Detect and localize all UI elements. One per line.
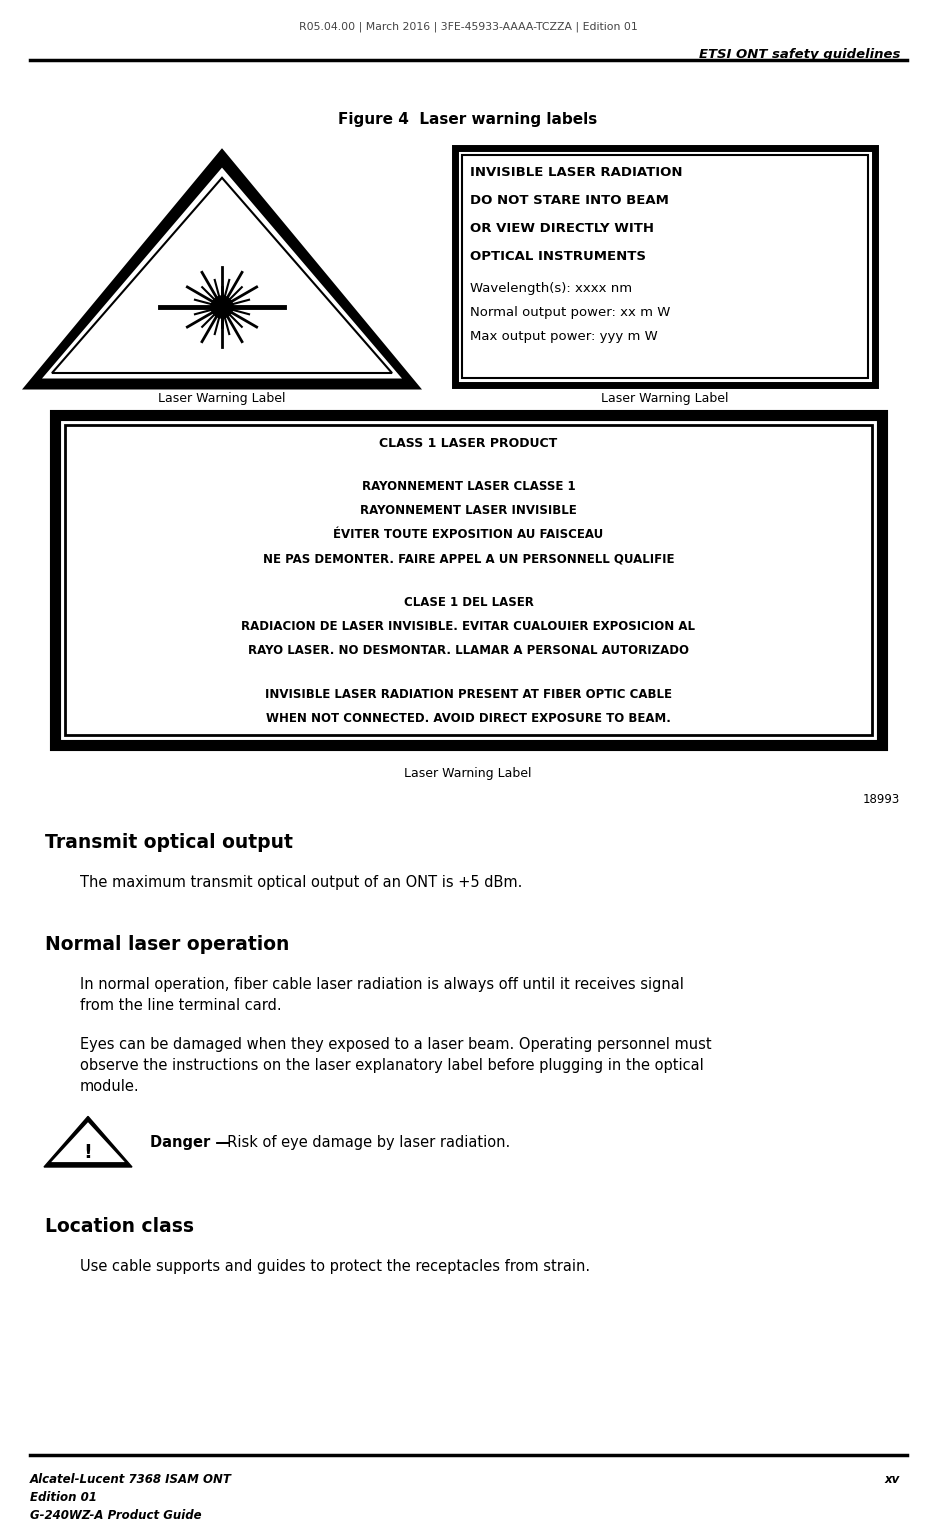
Text: Max output power: yyy m W: Max output power: yyy m W — [470, 330, 657, 344]
Text: Figure 4  Laser warning labels: Figure 4 Laser warning labels — [338, 112, 597, 128]
Text: Wavelength(s): xxxx nm: Wavelength(s): xxxx nm — [470, 283, 632, 295]
Text: RAYONNEMENT LASER CLASSE 1: RAYONNEMENT LASER CLASSE 1 — [361, 480, 575, 492]
FancyBboxPatch shape — [65, 426, 871, 736]
Text: ÉVITER TOUTE EXPOSITION AU FAISCEAU: ÉVITER TOUTE EXPOSITION AU FAISCEAU — [333, 527, 603, 541]
Text: xv: xv — [884, 1473, 899, 1487]
Text: Normal laser operation: Normal laser operation — [45, 935, 289, 955]
Polygon shape — [22, 149, 421, 389]
Text: Risk of eye damage by laser radiation.: Risk of eye damage by laser radiation. — [218, 1135, 510, 1151]
FancyBboxPatch shape — [461, 155, 867, 378]
Polygon shape — [44, 1116, 132, 1167]
Text: CLASE 1 DEL LASER: CLASE 1 DEL LASER — [403, 596, 533, 610]
Text: DO NOT STARE INTO BEAM: DO NOT STARE INTO BEAM — [470, 195, 668, 207]
Text: Laser Warning Label: Laser Warning Label — [601, 392, 728, 404]
Text: Normal output power: xx m W: Normal output power: xx m W — [470, 306, 669, 319]
Text: Use cable supports and guides to protect the receptacles from strain.: Use cable supports and guides to protect… — [80, 1259, 590, 1274]
FancyBboxPatch shape — [55, 415, 881, 745]
Text: 18993: 18993 — [862, 793, 899, 806]
Text: module.: module. — [80, 1079, 139, 1094]
Text: RADIACION DE LASER INVISIBLE. EVITAR CUALOUIER EXPOSICION AL: RADIACION DE LASER INVISIBLE. EVITAR CUA… — [241, 620, 695, 632]
Text: ETSI ONT safety guidelines: ETSI ONT safety guidelines — [698, 49, 899, 61]
Text: R05.04.00 | March 2016 | 3FE-45933-AAAA-TCZZA | Edition 01: R05.04.00 | March 2016 | 3FE-45933-AAAA-… — [299, 21, 636, 32]
Text: Laser Warning Label: Laser Warning Label — [158, 392, 285, 404]
Polygon shape — [51, 1122, 124, 1163]
Text: WHEN NOT CONNECTED. AVOID DIRECT EXPOSURE TO BEAM.: WHEN NOT CONNECTED. AVOID DIRECT EXPOSUR… — [266, 711, 670, 725]
Text: INVISIBLE LASER RADIATION PRESENT AT FIBER OPTIC CABLE: INVISIBLE LASER RADIATION PRESENT AT FIB… — [265, 689, 671, 701]
Text: Danger —: Danger — — [150, 1135, 229, 1151]
Text: Eyes can be damaged when they exposed to a laser beam. Operating personnel must: Eyes can be damaged when they exposed to… — [80, 1037, 710, 1052]
Text: Edition 01: Edition 01 — [30, 1491, 96, 1503]
Text: RAYO LASER. NO DESMONTAR. LLAMAR A PERSONAL AUTORIZADO: RAYO LASER. NO DESMONTAR. LLAMAR A PERSO… — [248, 644, 688, 657]
Text: Alcatel-Lucent 7368 ISAM ONT: Alcatel-Lucent 7368 ISAM ONT — [30, 1473, 231, 1487]
Text: from the line terminal card.: from the line terminal card. — [80, 999, 282, 1012]
FancyBboxPatch shape — [455, 147, 874, 385]
Text: OR VIEW DIRECTLY WITH: OR VIEW DIRECTLY WITH — [470, 222, 653, 236]
Text: The maximum transmit optical output of an ONT is +5 dBm.: The maximum transmit optical output of a… — [80, 876, 521, 891]
Text: !: ! — [83, 1143, 93, 1163]
Polygon shape — [42, 167, 402, 378]
Text: NE PAS DEMONTER. FAIRE APPEL A UN PERSONNELL QUALIFIE: NE PAS DEMONTER. FAIRE APPEL A UN PERSON… — [262, 552, 674, 565]
Text: G-240WZ-A Product Guide: G-240WZ-A Product Guide — [30, 1509, 201, 1520]
Text: RAYONNEMENT LASER INVISIBLE: RAYONNEMENT LASER INVISIBLE — [359, 505, 577, 517]
Text: CLASS 1 LASER PRODUCT: CLASS 1 LASER PRODUCT — [379, 438, 557, 450]
Text: Location class: Location class — [45, 1218, 194, 1236]
Circle shape — [211, 296, 233, 318]
Text: observe the instructions on the laser explanatory label before plugging in the o: observe the instructions on the laser ex… — [80, 1058, 703, 1073]
Text: In normal operation, fiber cable laser radiation is always off until it receives: In normal operation, fiber cable laser r… — [80, 977, 683, 993]
Text: Laser Warning Label: Laser Warning Label — [403, 768, 532, 780]
Text: INVISIBLE LASER RADIATION: INVISIBLE LASER RADIATION — [470, 166, 681, 179]
Text: OPTICAL INSTRUMENTS: OPTICAL INSTRUMENTS — [470, 249, 645, 263]
Text: Transmit optical output: Transmit optical output — [45, 833, 293, 853]
